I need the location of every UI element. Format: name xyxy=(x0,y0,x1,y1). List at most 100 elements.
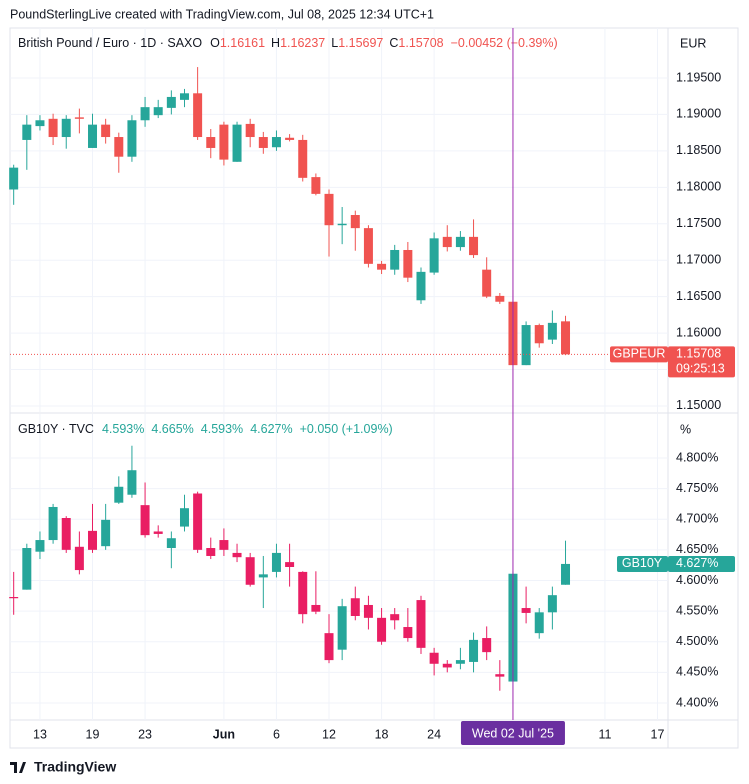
legend-item: H xyxy=(271,36,280,50)
legend-item: 1.15708 xyxy=(398,36,443,50)
candle-body xyxy=(429,238,439,273)
x-tick-label: 6 xyxy=(273,727,280,741)
candle-body xyxy=(416,600,426,648)
candle-body xyxy=(245,557,255,585)
candle-body xyxy=(442,663,452,668)
candle-body xyxy=(377,263,387,270)
candle-body xyxy=(114,137,124,157)
candle-body xyxy=(390,614,400,621)
price-tag xyxy=(610,346,668,363)
candle-body xyxy=(521,608,531,613)
candle-body xyxy=(455,660,465,664)
price-tag-name: GBPEUR xyxy=(613,347,666,361)
x-tick-label: Jun xyxy=(213,727,235,741)
candle-body xyxy=(166,96,176,108)
x-tick-label: 12 xyxy=(322,727,336,741)
legend-item: O xyxy=(210,36,220,50)
candle-body xyxy=(35,540,45,552)
candle-body xyxy=(561,321,571,355)
candle-body xyxy=(311,177,321,194)
price-tag xyxy=(617,555,668,572)
candle-body xyxy=(271,137,281,148)
candle-body xyxy=(48,506,58,541)
header: PoundSterlingLive created with TradingVi… xyxy=(10,7,434,21)
crosshair-label: Wed 02 Jul '25 xyxy=(472,726,554,740)
candle-body xyxy=(101,124,111,138)
axis-unit: % xyxy=(680,422,691,436)
candle-body xyxy=(363,604,373,618)
candle-body xyxy=(298,139,308,178)
candle-body xyxy=(324,193,334,226)
candle-body xyxy=(403,249,413,278)
tv-logo xyxy=(10,762,26,773)
legend: British Pound / Euro · 1D · SAXO O1.16161… xyxy=(18,36,558,50)
candle-body xyxy=(179,93,189,100)
candle-body xyxy=(469,639,479,662)
legend-item: 4.665% xyxy=(151,422,193,436)
legend: GB10Y · TVC 4.593% 4.665% 4.593% 4.627% +0.05… xyxy=(18,422,393,436)
candle-body xyxy=(127,120,137,157)
candle-body xyxy=(350,215,360,229)
candle-body xyxy=(495,674,505,677)
candle-body xyxy=(88,124,98,148)
x-tick-label: 19 xyxy=(86,727,100,741)
candle-body xyxy=(114,486,124,503)
price-box xyxy=(668,346,735,378)
candle-body xyxy=(166,538,176,549)
price-box-value: 1.15708 xyxy=(676,347,721,361)
candle-body xyxy=(390,249,400,270)
candle-body xyxy=(271,552,281,572)
legend-item: 1.16237 xyxy=(280,36,325,50)
legend-item: 4.627% xyxy=(250,422,292,436)
candle-body xyxy=(140,505,150,536)
legend-item: 4.593% xyxy=(102,422,144,436)
candle-body xyxy=(547,595,557,613)
y-tick-label: 1.15000 xyxy=(676,398,721,412)
candle-body xyxy=(350,598,360,616)
y-tick-label: 4.550% xyxy=(676,603,718,617)
price-box xyxy=(668,555,735,572)
candle-body xyxy=(442,236,452,248)
frame xyxy=(9,27,739,749)
candle-body xyxy=(35,120,45,127)
price-box-value: 4.627% xyxy=(676,556,718,570)
y-tick-label: 4.800% xyxy=(676,450,718,464)
candle-body xyxy=(495,295,505,302)
candle-body xyxy=(285,562,295,567)
candle-body xyxy=(377,617,387,642)
candle-body xyxy=(561,563,571,585)
y-tick-label: 1.17500 xyxy=(676,216,721,230)
candle-body xyxy=(521,325,531,366)
candle-body xyxy=(74,546,84,571)
candle-body xyxy=(363,228,373,264)
footer: TradingView xyxy=(34,759,116,775)
x-tick-label: 11 xyxy=(598,727,611,741)
candle-body xyxy=(324,633,334,661)
candle-body xyxy=(48,118,58,138)
candle-body xyxy=(232,124,242,162)
candle-body xyxy=(258,574,268,578)
candle-body xyxy=(140,107,150,121)
legend-item: −0.00452 (−0.39%) xyxy=(451,36,558,50)
legend-item: British Pound / Euro · 1D · SAXO xyxy=(18,36,202,50)
y-tick-label: 4.750% xyxy=(676,481,718,495)
candle-body xyxy=(482,269,492,297)
y-tick-label: 1.18500 xyxy=(676,143,721,157)
candle-body xyxy=(534,325,544,344)
legend-item: 4.593% xyxy=(201,422,243,436)
candle-body xyxy=(219,124,229,160)
y-tick-label: 1.17000 xyxy=(676,252,721,266)
y-tick-label: 4.650% xyxy=(676,542,718,556)
legend-item: C xyxy=(389,36,398,50)
candle-body xyxy=(337,606,347,650)
candle-body xyxy=(455,236,465,248)
y-tick-label: 4.700% xyxy=(676,512,718,526)
x-tick-label: 18 xyxy=(375,727,389,741)
legend-item: 1.16161 xyxy=(220,36,265,50)
axis-unit: EUR xyxy=(680,36,706,50)
candle-body xyxy=(206,548,216,556)
candle-body xyxy=(22,124,32,140)
candle-body xyxy=(469,236,479,256)
candle-body xyxy=(9,597,19,599)
